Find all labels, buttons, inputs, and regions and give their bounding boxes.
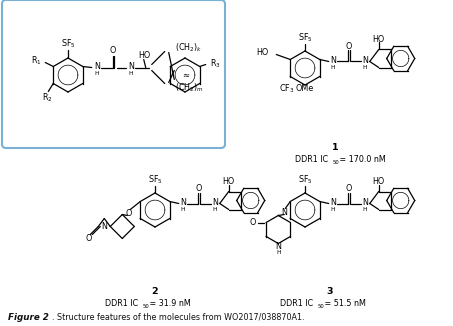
Text: N: N — [330, 56, 336, 65]
Text: O: O — [250, 218, 256, 227]
Text: = 31.9 nM: = 31.9 nM — [147, 300, 191, 308]
Text: . Structure features of the molecules from WO2017/038870A1.: . Structure features of the molecules fr… — [52, 313, 304, 322]
Text: O: O — [110, 46, 116, 55]
Text: SF$_5$: SF$_5$ — [298, 174, 313, 186]
Text: H: H — [331, 65, 335, 70]
Text: H: H — [362, 65, 367, 70]
Text: N: N — [180, 198, 186, 207]
Text: O: O — [346, 184, 352, 193]
Text: = 51.5 nM: = 51.5 nM — [322, 300, 366, 308]
Text: H: H — [129, 71, 133, 76]
Text: R$_2$: R$_2$ — [42, 91, 53, 104]
Text: OMe: OMe — [295, 84, 313, 93]
Text: N: N — [275, 242, 281, 251]
Text: HO: HO — [373, 177, 385, 186]
Text: H: H — [331, 207, 335, 212]
Text: Figure 2: Figure 2 — [8, 313, 49, 322]
Text: N: N — [94, 62, 100, 71]
Text: 2: 2 — [152, 288, 158, 297]
Text: (CH$_2$)$_k$: (CH$_2$)$_k$ — [175, 41, 202, 54]
Text: SF$_5$: SF$_5$ — [61, 38, 75, 50]
Text: HO: HO — [222, 177, 235, 186]
Text: H: H — [276, 250, 280, 255]
Text: O: O — [346, 42, 352, 51]
Text: O: O — [196, 184, 202, 193]
Text: N: N — [128, 62, 134, 71]
Text: N: N — [362, 198, 368, 207]
Text: HO: HO — [373, 35, 385, 44]
Text: SF$_5$: SF$_5$ — [148, 174, 162, 186]
Text: SF$_5$: SF$_5$ — [298, 32, 313, 44]
Text: $\approx$: $\approx$ — [181, 70, 191, 80]
Text: 50: 50 — [333, 159, 340, 165]
Text: H: H — [362, 207, 367, 212]
Text: N: N — [362, 56, 368, 65]
Text: N: N — [212, 198, 217, 207]
Text: N: N — [101, 222, 107, 231]
Text: H: H — [180, 207, 185, 212]
Text: 50: 50 — [318, 304, 325, 308]
Text: O: O — [85, 234, 92, 243]
Text: = 170.0 nM: = 170.0 nM — [337, 156, 386, 165]
Text: 50: 50 — [143, 304, 150, 308]
Text: R$_1$: R$_1$ — [30, 54, 41, 67]
Text: N: N — [281, 208, 287, 217]
Text: H: H — [95, 71, 99, 76]
Text: 1: 1 — [332, 143, 338, 153]
Text: DDR1 IC: DDR1 IC — [295, 156, 328, 165]
Text: O: O — [125, 209, 131, 218]
Text: H: H — [212, 207, 217, 212]
Text: DDR1 IC: DDR1 IC — [280, 300, 313, 308]
Text: DDR1 IC: DDR1 IC — [105, 300, 138, 308]
Text: 3: 3 — [327, 288, 333, 297]
Text: R$_3$: R$_3$ — [210, 57, 221, 70]
Text: HO: HO — [139, 51, 151, 60]
Text: HO: HO — [256, 48, 268, 57]
Text: (CH$_2$)$_m$: (CH$_2$)$_m$ — [175, 81, 204, 94]
Text: CF$_3$: CF$_3$ — [279, 82, 294, 95]
Text: N: N — [330, 198, 336, 207]
FancyBboxPatch shape — [2, 0, 225, 148]
